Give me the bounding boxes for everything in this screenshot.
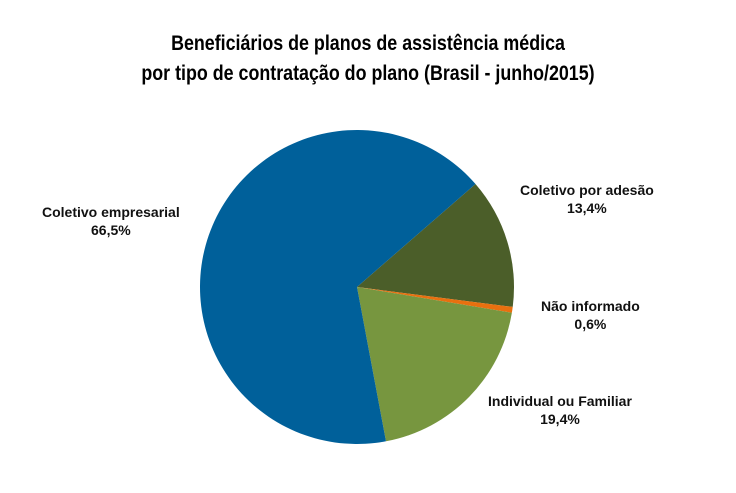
- label-coletivo-adesao: Coletivo por adesão 13,4%: [520, 181, 654, 217]
- label-text: Coletivo por adesão: [520, 182, 654, 198]
- label-individual-familiar: Individual ou Familiar 19,4%: [488, 392, 632, 428]
- label-nao-informado: Não informado 0,6%: [541, 297, 640, 333]
- pie-slice-3: [200, 130, 476, 444]
- label-value: 0,6%: [574, 316, 607, 332]
- label-text: Individual ou Familiar: [488, 393, 632, 409]
- chart-title-line-1: Beneficiários de planos de assistência m…: [171, 32, 565, 55]
- pie-slice-2: [357, 287, 512, 442]
- label-value: 66,5%: [91, 222, 131, 238]
- label-text: Coletivo empresarial: [42, 204, 180, 220]
- label-value: 19,4%: [540, 411, 580, 427]
- chart-title-line-2: por tipo de contratação do plano (Brasil…: [141, 62, 595, 85]
- pie-slice-0: [357, 183, 514, 307]
- label-value: 13,4%: [567, 200, 607, 216]
- pie-slice-1: [357, 287, 513, 313]
- label-coletivo-empresarial: Coletivo empresarial 66,5%: [42, 203, 180, 239]
- label-text: Não informado: [541, 298, 640, 314]
